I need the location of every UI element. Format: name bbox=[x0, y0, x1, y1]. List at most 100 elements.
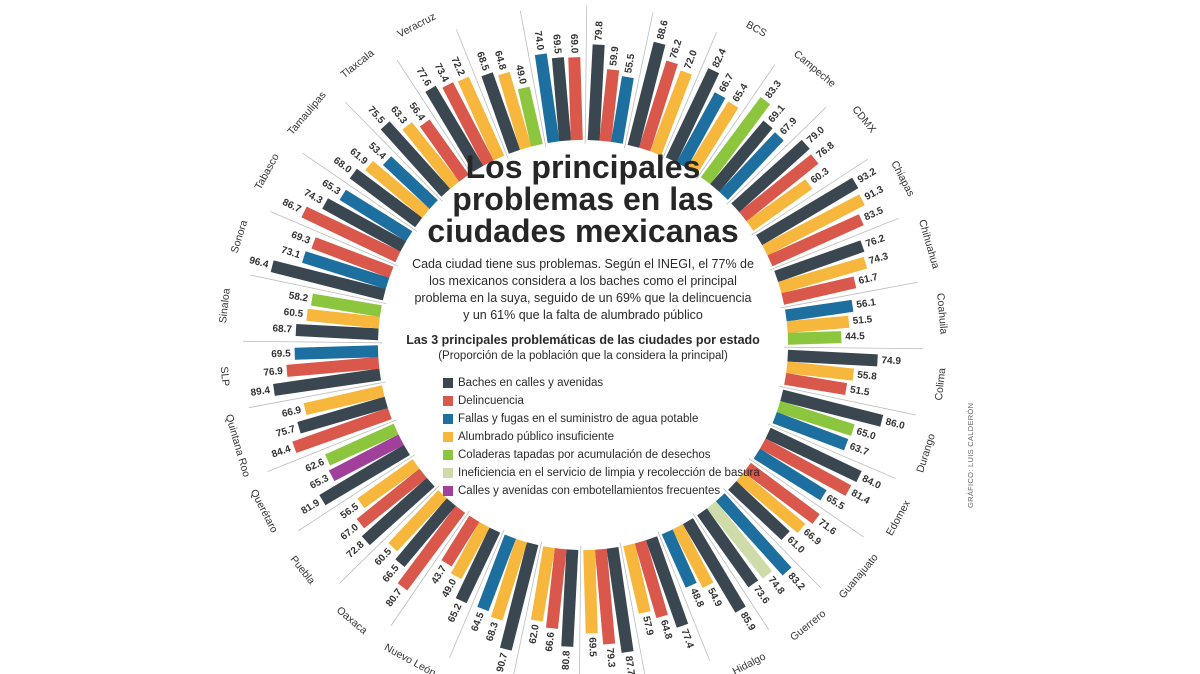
separator bbox=[769, 217, 899, 271]
bar bbox=[270, 260, 386, 301]
bar bbox=[356, 468, 427, 529]
bar bbox=[710, 120, 773, 192]
value-label: 66.7 bbox=[717, 72, 736, 95]
value-label: 74.0 bbox=[532, 30, 546, 51]
title-line: Los principales bbox=[466, 149, 701, 185]
bar bbox=[665, 68, 720, 163]
value-label: 81.9 bbox=[299, 497, 322, 517]
bar bbox=[719, 132, 784, 200]
value-label: 59.9 bbox=[608, 45, 621, 66]
value-label: 96.4 bbox=[248, 255, 270, 271]
bar bbox=[753, 448, 827, 501]
bar bbox=[650, 70, 692, 156]
value-label: 65.0 bbox=[855, 426, 877, 442]
value-label: 90.7 bbox=[495, 651, 511, 673]
title-line: problemas en las bbox=[452, 181, 713, 217]
value-label: 76.2 bbox=[864, 233, 886, 250]
value-label: 51.5 bbox=[852, 314, 873, 327]
value-label: 55.5 bbox=[623, 53, 637, 74]
separator bbox=[396, 60, 474, 177]
bar bbox=[395, 498, 456, 568]
note: (Proporción de la población que la consi… bbox=[438, 350, 728, 362]
value-label: 74.8 bbox=[766, 575, 787, 597]
separator bbox=[455, 29, 509, 159]
bar bbox=[310, 293, 382, 318]
separator bbox=[657, 531, 711, 661]
value-label: 67.9 bbox=[778, 115, 800, 137]
bar bbox=[382, 156, 438, 209]
bar bbox=[551, 57, 572, 142]
value-label: 56.1 bbox=[856, 297, 877, 311]
separator bbox=[339, 485, 440, 584]
value-label: 48.8 bbox=[688, 587, 706, 610]
bar bbox=[599, 69, 620, 142]
separator bbox=[519, 10, 547, 148]
bar bbox=[762, 194, 865, 256]
value-label: 65.5 bbox=[824, 493, 847, 513]
separator bbox=[250, 274, 387, 305]
bar bbox=[292, 407, 392, 453]
value-label: 85.9 bbox=[738, 610, 758, 633]
value-label: 68.3 bbox=[485, 620, 501, 642]
separator bbox=[513, 541, 543, 674]
value-label: 51.5 bbox=[849, 384, 870, 398]
intro-line: Cada ciudad tiene sus problemas. Según e… bbox=[412, 257, 754, 271]
state-label: Querétaro bbox=[248, 487, 281, 535]
legend-label: Delincuencia bbox=[458, 395, 524, 407]
separator bbox=[692, 513, 770, 630]
legend-swatch bbox=[443, 432, 453, 442]
state-label: Guanajuato bbox=[837, 551, 881, 600]
bar bbox=[765, 427, 862, 483]
value-label: 80.8 bbox=[561, 650, 573, 670]
value-label: 88.6 bbox=[655, 19, 671, 41]
bar bbox=[780, 389, 884, 427]
state-label: Sinaloa bbox=[217, 288, 233, 324]
value-label: 63.7 bbox=[848, 441, 871, 458]
legend-label: Calles y avenidas con embotellamientos f… bbox=[458, 485, 720, 497]
state-label: Guerrero bbox=[788, 608, 828, 644]
value-label: 65.3 bbox=[320, 178, 343, 198]
bar bbox=[481, 72, 521, 154]
bar bbox=[490, 538, 528, 621]
bar bbox=[498, 71, 532, 150]
legend-swatch bbox=[443, 378, 453, 388]
bar bbox=[325, 423, 399, 466]
value-label: 80.7 bbox=[384, 587, 405, 610]
bar bbox=[561, 549, 579, 647]
value-label: 69.5 bbox=[550, 34, 563, 55]
separator bbox=[780, 281, 918, 309]
value-label: 66.5 bbox=[381, 562, 402, 584]
separator bbox=[390, 510, 470, 626]
separator bbox=[243, 340, 383, 344]
state-label: Hidalgo bbox=[731, 651, 768, 674]
bar bbox=[686, 101, 739, 175]
value-label: 55.8 bbox=[857, 370, 878, 383]
bar bbox=[397, 505, 466, 591]
legend-label: Ineficiencia en el servicio de limpia y … bbox=[458, 467, 760, 479]
subtitle: Las 3 principales problemáticas de las c… bbox=[406, 333, 760, 347]
state-label: Edomex bbox=[884, 498, 913, 538]
bar bbox=[672, 524, 714, 589]
value-label: 77.4 bbox=[679, 628, 696, 650]
separator bbox=[302, 152, 418, 232]
separator bbox=[726, 106, 827, 205]
separator bbox=[623, 12, 654, 149]
value-label: 58.2 bbox=[288, 290, 309, 304]
bar bbox=[756, 177, 859, 246]
bar bbox=[339, 189, 413, 242]
bar bbox=[297, 396, 388, 434]
bar bbox=[534, 53, 560, 143]
value-label: 56.4 bbox=[406, 101, 427, 124]
value-label: 64.5 bbox=[470, 610, 487, 633]
state-label: Chiapas bbox=[888, 159, 916, 199]
bar bbox=[365, 160, 430, 218]
separator bbox=[767, 423, 896, 479]
bar bbox=[295, 324, 379, 341]
bar bbox=[530, 546, 556, 622]
state-label: Tabasco bbox=[253, 152, 282, 192]
bar bbox=[638, 60, 678, 152]
value-label: 75.5 bbox=[365, 104, 386, 126]
value-label: 64.8 bbox=[492, 50, 508, 72]
value-label: 84.4 bbox=[270, 443, 292, 460]
bar bbox=[388, 490, 447, 552]
